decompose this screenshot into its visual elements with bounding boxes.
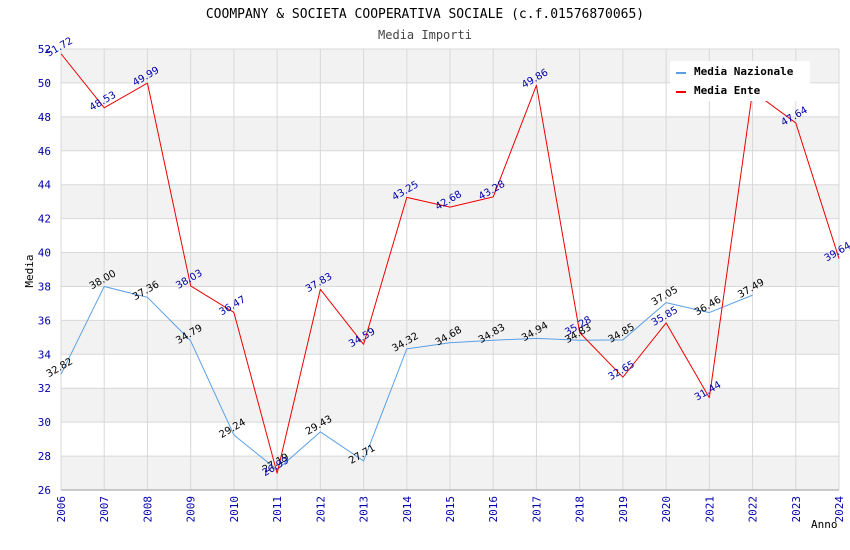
- series-lines: [60, 53, 840, 474]
- y-tick-label: 34: [38, 348, 52, 361]
- y-tick-label: 36: [38, 314, 51, 327]
- y-tick-label: 40: [38, 247, 51, 260]
- x-tick-label: 2017: [530, 496, 543, 523]
- y-tick-label: 32: [38, 382, 51, 395]
- x-tick-label: 2018: [574, 496, 587, 523]
- x-tick-label: 2019: [617, 496, 630, 523]
- x-tick-label: 2015: [444, 496, 457, 523]
- x-tick-label: 2020: [660, 496, 673, 523]
- gridlines: [60, 48, 840, 491]
- legend-box: [670, 61, 810, 101]
- x-tick-label: 2014: [401, 496, 414, 523]
- series-line-1: [60, 53, 840, 474]
- x-tick-label: 2006: [55, 496, 68, 523]
- data-label: 32.65: [606, 359, 636, 383]
- y-tick-label: 52: [38, 43, 51, 56]
- x-tick-label: 2016: [487, 496, 500, 523]
- x-tick-label: 2009: [185, 496, 198, 523]
- x-tick-label: 2012: [314, 496, 327, 523]
- legend: Media Nazionale Media Ente: [670, 61, 810, 101]
- data-label: 36.46: [693, 294, 723, 318]
- x-tick-label: 2021: [703, 496, 716, 523]
- y-axis-title: Media: [23, 254, 36, 287]
- y-tick-label: 28: [38, 450, 51, 463]
- legend-label-media-ente: Media Ente: [694, 84, 761, 97]
- y-tick-label: 26: [38, 484, 51, 497]
- x-tick-label: 2013: [358, 496, 371, 523]
- x-axis-title: Anno: [811, 518, 838, 531]
- chart-title: COOMPANY & SOCIETA COOPERATIVA SOCIALE (…: [206, 7, 644, 22]
- x-tick-label: 2011: [271, 496, 284, 523]
- x-tick-label: 2023: [790, 496, 803, 523]
- y-tick-label: 30: [38, 416, 51, 429]
- series-line-0: [60, 285, 753, 471]
- x-tick-label: 2024: [833, 496, 846, 523]
- y-tick-label: 48: [38, 111, 51, 124]
- x-tick-label: 2008: [141, 496, 154, 523]
- x-tick-label: 2010: [228, 496, 241, 523]
- y-tick-label: 38: [38, 280, 51, 293]
- y-tick-label: 44: [38, 179, 52, 192]
- y-tick-label: 46: [38, 145, 51, 158]
- data-label: 36.47: [217, 294, 247, 318]
- x-tick-labels: 2006 2007 2008 2009 2010 2011 2012 2013 2014 2015…: [55, 496, 846, 523]
- y-tick-labels: 26 28 30 32 34 36 38 40 42 44 46 48 50 52: [38, 43, 52, 497]
- y-tick-label: 42: [38, 213, 51, 226]
- chart-subtitle: Media Importi: [378, 28, 472, 42]
- legend-label-media-nazionale: Media Nazionale: [694, 65, 794, 78]
- y-tick-label: 50: [38, 77, 51, 90]
- x-tick-label: 2022: [747, 496, 760, 523]
- x-tick-label: 2007: [98, 496, 111, 523]
